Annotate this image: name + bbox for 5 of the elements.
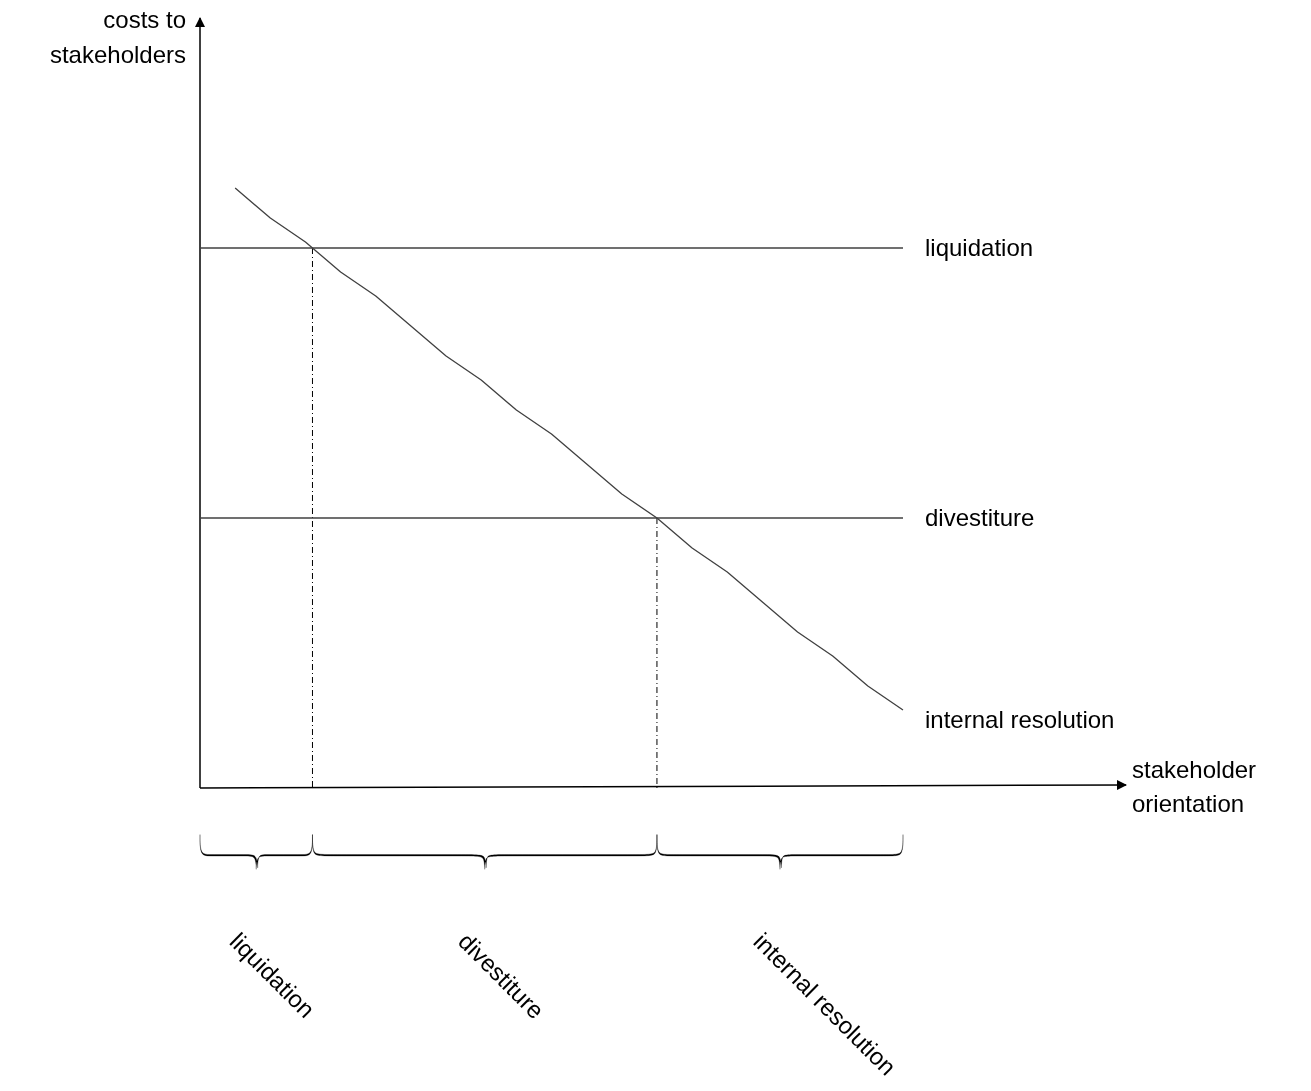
series-label: divestiture — [925, 504, 1035, 532]
series-label: internal resolution — [925, 706, 1115, 734]
text: stakeholder orientation — [1132, 756, 1257, 817]
series-label: liquidation — [925, 234, 1034, 262]
text: costs to stakeholders — [49, 6, 186, 68]
